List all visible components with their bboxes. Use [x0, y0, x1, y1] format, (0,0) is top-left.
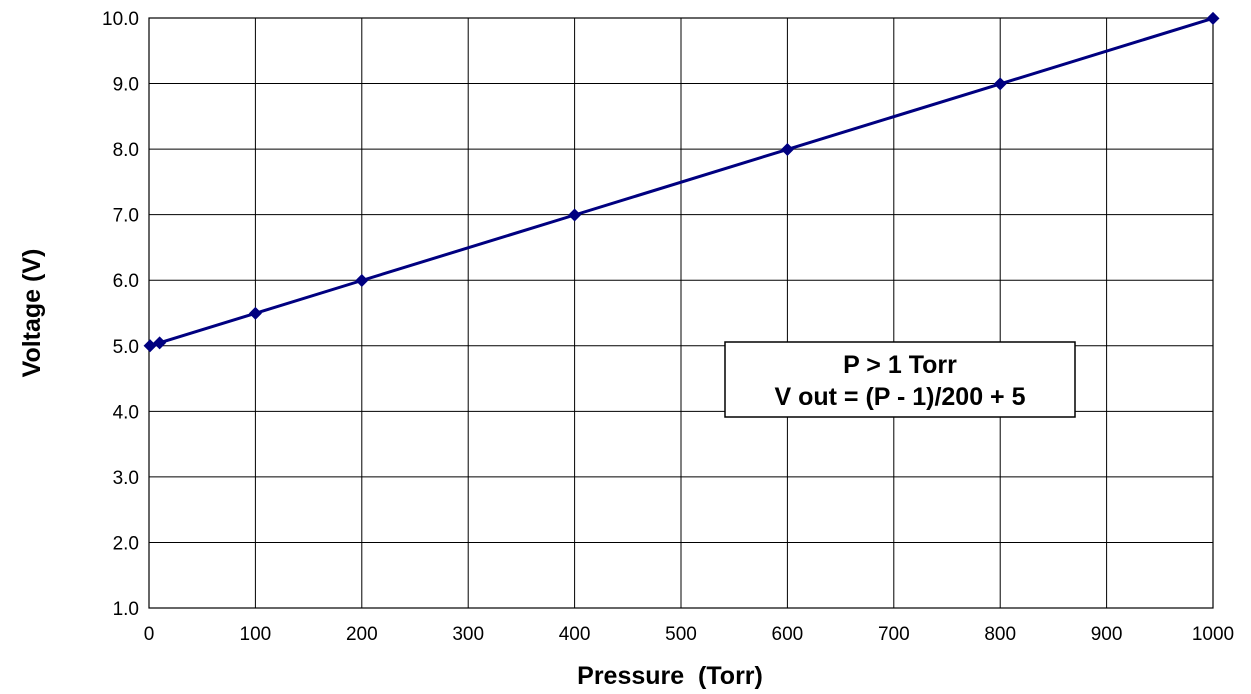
data-point-marker — [1206, 11, 1220, 25]
x-tick-label: 200 — [346, 624, 378, 645]
x-tick-labels: 0 100 200 300 400 500 600 700 800 900 1000 — [144, 624, 1234, 645]
x-tick-label: 0 — [144, 624, 155, 645]
x-tick-label: 300 — [452, 624, 484, 645]
x-tick-label: 700 — [878, 624, 910, 645]
data-point-marker — [248, 306, 262, 320]
gridlines — [148, 17, 1214, 609]
x-tick-label: 900 — [1091, 624, 1123, 645]
data-series — [143, 11, 1220, 353]
x-tick-label: 1000 — [1192, 624, 1234, 645]
y-tick-label: 4.0 — [113, 402, 139, 423]
y-tick-label: 2.0 — [113, 533, 139, 554]
y-tick-label: 6.0 — [113, 271, 139, 292]
plot-area-border — [148, 17, 1214, 609]
x-tick-label: 600 — [772, 624, 804, 645]
x-axis-title: Pressure (Torr) — [577, 662, 763, 690]
y-tick-label: 3.0 — [113, 468, 139, 489]
y-tick-label: 10.0 — [102, 9, 139, 30]
x-tick-label: 500 — [665, 624, 697, 645]
annotation-line-1: P > 1 Torr — [843, 351, 957, 379]
y-tick-label: 1.0 — [113, 599, 139, 620]
x-tick-label: 800 — [984, 624, 1016, 645]
data-point-marker — [355, 274, 369, 288]
data-point-marker — [780, 142, 794, 156]
y-tick-label: 7.0 — [113, 206, 139, 227]
y-tick-label: 5.0 — [113, 337, 139, 358]
data-point-marker — [993, 77, 1007, 91]
y-axis-title: Voltage (V) — [18, 249, 46, 378]
series-line — [149, 16, 1214, 348]
x-tick-label: 100 — [240, 624, 272, 645]
annotation-frame — [724, 341, 1076, 418]
y-tick-labels: 1.0 2.0 3.0 4.0 5.0 6.0 7.0 8.0 9.0 10.0 — [102, 9, 139, 620]
y-tick-label: 8.0 — [113, 140, 139, 161]
data-point-marker — [143, 339, 157, 353]
y-tick-label: 9.0 — [113, 75, 139, 96]
data-point-marker — [153, 336, 167, 350]
annotation-line-2: V out = (P - 1)/200 + 5 — [774, 383, 1025, 411]
x-tick-label: 400 — [559, 624, 591, 645]
data-point-marker — [568, 208, 582, 222]
annotation-box: P > 1 Torr V out = (P - 1)/200 + 5 — [724, 341, 1076, 418]
